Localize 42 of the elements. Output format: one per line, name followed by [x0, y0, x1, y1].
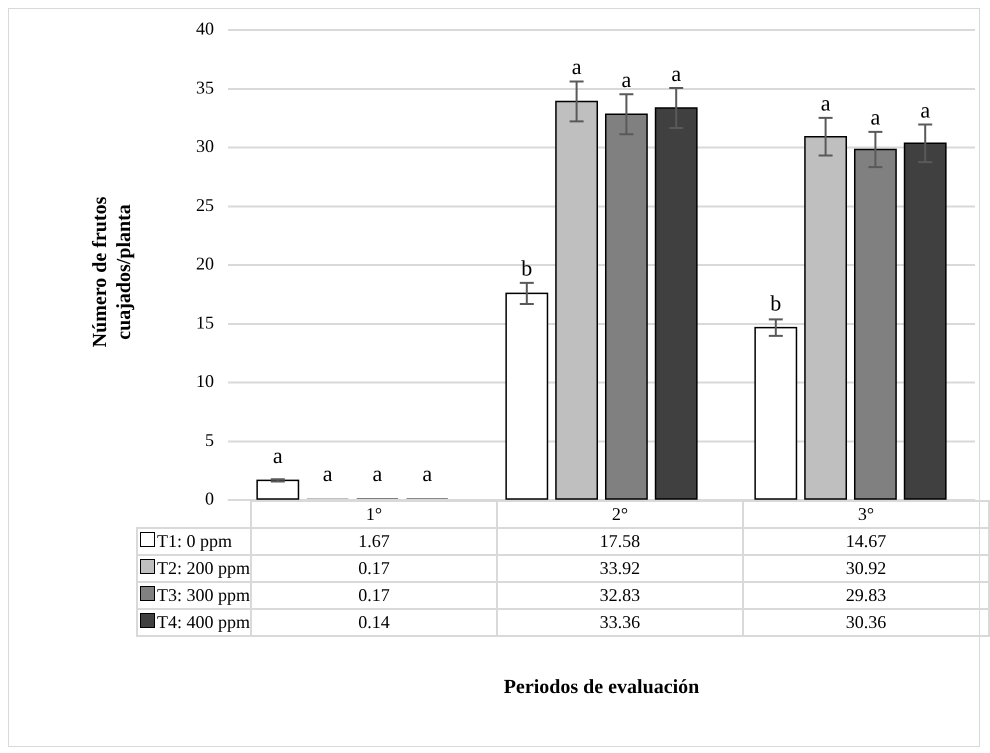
legend-label: T4: 400 ppm — [137, 609, 251, 636]
legend-label: T2: 200 ppm — [137, 555, 251, 582]
data-label: 14.67 — [742, 528, 989, 555]
data-label: 0.17 — [251, 555, 497, 582]
data-label: 30.92 — [742, 555, 989, 582]
annotation: a — [622, 67, 632, 92]
y-tick-label: 10 — [196, 371, 214, 392]
y-tick-label: 0 — [205, 488, 214, 509]
y-axis-title: Número de frutos cuajados/planta — [88, 196, 136, 350]
annotation: a — [372, 460, 383, 486]
y-tick-label: 40 — [196, 18, 214, 39]
data-label: 0.17 — [251, 582, 497, 609]
annotation: a — [322, 460, 333, 486]
y-tick-label: 35 — [196, 77, 214, 98]
data-label: 33.92 — [496, 555, 743, 582]
data-label: 1.67 — [251, 528, 497, 555]
text: Periodos de evaluación — [502, 676, 700, 699]
data-label: 33.36 — [496, 609, 743, 636]
data-label: 29.83 — [742, 582, 989, 609]
x-tick-label: 1° — [251, 501, 497, 528]
y-tick-label: 5 — [205, 430, 214, 450]
data-label: 17.58 — [496, 528, 743, 555]
annotation: b — [770, 290, 782, 316]
annotation: a — [671, 60, 682, 86]
data-label: 0.14 — [251, 609, 497, 636]
annotation: a — [820, 90, 831, 116]
annotation: b — [521, 256, 532, 281]
data-label: 32.83 — [496, 582, 743, 609]
text: T1: 0 ppm — [137, 528, 251, 555]
annotation: a — [422, 461, 432, 486]
annotation: a — [870, 104, 881, 130]
x-tick-label: 3° — [742, 501, 989, 528]
x-tick-label: 2° — [496, 501, 743, 528]
y-tick-label: 20 — [196, 254, 214, 274]
legend-label: T3: 300 ppm — [137, 582, 251, 609]
annotation: a — [272, 443, 283, 468]
y-tick-label: 15 — [196, 312, 214, 332]
data-label: 30.36 — [742, 609, 989, 636]
annotation: a — [572, 54, 582, 80]
annotation: a — [920, 97, 930, 122]
y-tick-label: 25 — [196, 194, 214, 215]
y-tick-label: 30 — [196, 136, 214, 156]
